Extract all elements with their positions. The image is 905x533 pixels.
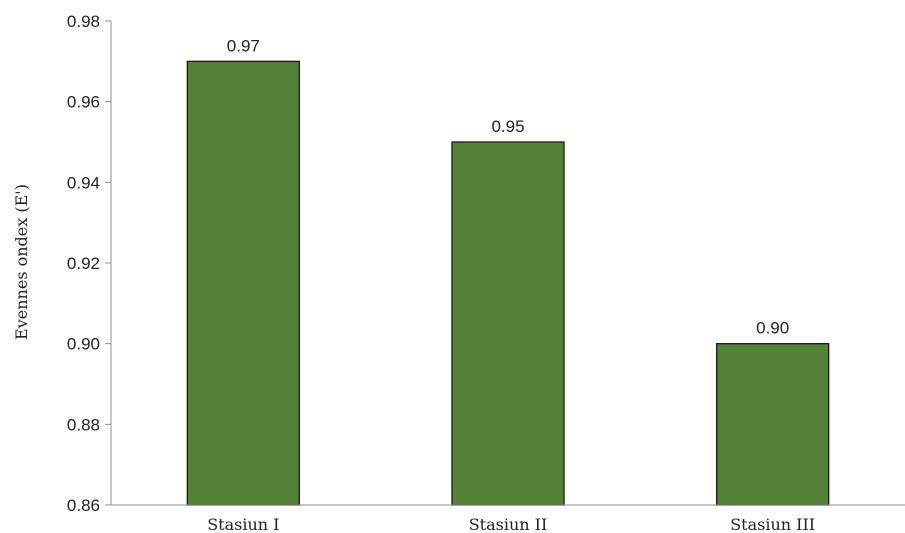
- bar: [186, 60, 300, 506]
- y-tick-label: 0.96: [67, 93, 100, 112]
- bar: [716, 343, 830, 506]
- x-tick-label: Stasiun II: [469, 515, 548, 533]
- y-axis-title: Evennes ondex (E'): [12, 184, 31, 340]
- bar: [451, 141, 565, 506]
- y-ticks: 0.86 0.88 0.90 0.92 0.94 0.96 0.98: [67, 12, 111, 515]
- axes: [110, 21, 905, 506]
- x-labels: Stasiun I Stasiun II Stasiun III: [207, 515, 815, 533]
- data-labels: 0.97 0.95 0.90: [227, 36, 789, 337]
- y-tick-label: 0.86: [67, 496, 100, 515]
- x-tick-label: Stasiun I: [207, 515, 279, 533]
- x-tick-label: Stasiun III: [730, 515, 815, 533]
- data-label: 0.97: [227, 36, 260, 55]
- y-tick-label: 0.94: [67, 173, 100, 192]
- data-label: 0.95: [491, 117, 524, 136]
- bars: [186, 60, 830, 506]
- y-tick-label: 0.98: [67, 12, 100, 31]
- y-tick-label: 0.88: [67, 415, 100, 434]
- y-tick-label: 0.92: [67, 254, 100, 273]
- y-tick-label: 0.90: [67, 335, 100, 354]
- data-label: 0.90: [756, 319, 789, 338]
